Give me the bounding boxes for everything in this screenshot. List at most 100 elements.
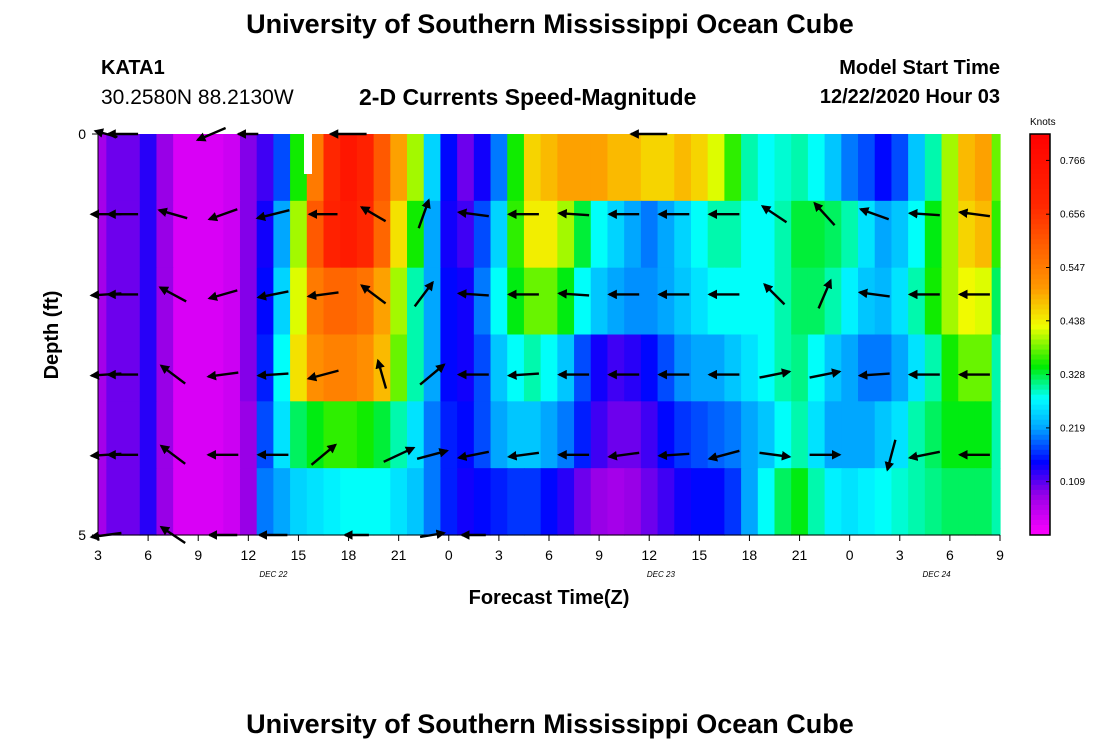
heatmap-cell — [941, 401, 959, 469]
heatmap-cell — [239, 267, 258, 336]
heatmap-cell — [607, 334, 625, 402]
heatmap-cell — [741, 334, 759, 402]
x-tick-label: 6 — [545, 547, 553, 563]
heatmap-cell — [941, 134, 959, 202]
colorbar-segment — [1030, 404, 1050, 411]
x-ticks: 3 6 9 12 15 18 21 0 3 6 9 12 15 18 21 0 3 6 9 — [94, 535, 1004, 563]
heatmap-cell — [791, 468, 809, 536]
heatmap-cell — [874, 134, 893, 202]
current-vector-arrow — [506, 451, 540, 461]
heatmap-cell — [390, 267, 408, 336]
current-vector-arrow — [456, 208, 489, 218]
heatmap-cell — [507, 334, 525, 402]
heatmap-cell — [858, 334, 876, 402]
colorbar-segment — [1030, 374, 1050, 381]
colorbar-segment — [1030, 284, 1050, 290]
heatmap-cell — [523, 134, 542, 202]
heatmap-cell — [891, 200, 909, 269]
heatmap-cell — [824, 267, 842, 336]
heatmap-cell — [106, 267, 124, 336]
heatmap-cell — [657, 200, 675, 269]
heatmap-cell — [457, 134, 475, 202]
colorbar-unit: Knots — [1030, 117, 1056, 128]
current-vector-arrow — [456, 289, 489, 299]
heatmap-cell — [741, 134, 759, 202]
heatmap-cell — [423, 334, 442, 402]
heatmap-cell — [206, 200, 224, 269]
page-title: University of Southern Mississippi Ocean… — [246, 9, 854, 39]
heatmap-cell — [98, 334, 107, 402]
chart-heading: 2-D Currents Speed-Magnitude — [359, 84, 697, 110]
colorbar-tick-label: 0.766 — [1060, 156, 1085, 167]
heatmap-cell — [557, 334, 575, 402]
heatmap-cell — [974, 134, 993, 202]
x-tick-label: 6 — [144, 547, 152, 563]
date-label: DEC 24 — [923, 570, 952, 579]
heatmap-cell — [657, 334, 675, 402]
heatmap-cell — [106, 401, 124, 469]
colorbar-segment — [1030, 329, 1050, 335]
heatmap-cell — [189, 468, 208, 536]
current-vector-arrow — [759, 368, 792, 379]
heatmap-cell — [640, 468, 659, 536]
heatmap-cell — [574, 134, 592, 202]
current-vector-arrow — [383, 446, 416, 463]
heatmap-cell — [807, 401, 826, 469]
heatmap-cell — [139, 134, 158, 202]
colorbar-segment — [1030, 244, 1050, 250]
current-vector-arrow — [195, 126, 227, 142]
heatmap-cell — [557, 267, 575, 336]
heatmap-cell — [507, 200, 525, 269]
heatmap-cell — [156, 200, 174, 269]
colorbar-segment — [1030, 219, 1050, 225]
heatmap-cell — [490, 134, 508, 202]
heatmap-cell — [173, 334, 191, 402]
heatmap-cell — [674, 401, 692, 469]
heatmap-cell — [373, 134, 391, 202]
heatmap-cell — [106, 334, 124, 402]
current-vector-arrow — [310, 443, 337, 466]
current-vector-arrow — [207, 289, 238, 301]
current-vector-arrow — [256, 370, 289, 380]
heatmap-cell — [574, 267, 592, 336]
current-vector-arrow — [907, 450, 941, 462]
heatmap-cell — [507, 468, 525, 536]
heatmap-cell — [340, 134, 358, 202]
heatmap-cell — [256, 468, 274, 536]
heatmap-cell — [273, 401, 291, 469]
colorbar-segment — [1030, 364, 1050, 371]
heatmap-cell — [774, 401, 792, 469]
colorbar-segment — [1030, 304, 1050, 310]
current-vector-arrow — [306, 290, 339, 301]
colorbar-segment — [1030, 249, 1050, 255]
colorbar-segment — [1030, 444, 1050, 451]
colorbar-segment — [1030, 409, 1050, 416]
x-tick-label: 15 — [692, 547, 708, 563]
colorbar-segment — [1030, 529, 1050, 536]
colorbar-segment — [1030, 369, 1050, 376]
heatmap-cell — [189, 334, 208, 402]
heatmap-cell — [490, 267, 508, 336]
colorbar-segment — [1030, 319, 1050, 325]
heatmap-cell — [306, 334, 325, 402]
heatmap-cell — [874, 200, 893, 269]
x-tick-label: 18 — [341, 547, 357, 563]
heatmap-cell — [123, 334, 141, 402]
x-tick-label: 3 — [896, 547, 904, 563]
x-tick-label: 0 — [846, 547, 854, 563]
colorbar-segment — [1030, 179, 1050, 185]
heatmap-cell — [841, 200, 859, 269]
heatmap-cell — [690, 134, 709, 202]
heatmap-cell — [690, 267, 709, 336]
y-axis-title: Depth (ft) — [41, 291, 63, 380]
current-vector-arrow — [256, 290, 289, 301]
heatmap-cell — [724, 468, 742, 536]
x-tick-label: 9 — [996, 547, 1004, 563]
colorbar-segment — [1030, 399, 1050, 406]
heatmap-cell — [540, 267, 558, 336]
current-vector-arrow — [907, 208, 940, 219]
current-vector-arrow — [760, 205, 788, 224]
heatmap-cell — [490, 401, 508, 469]
heatmap-cell — [824, 401, 842, 469]
